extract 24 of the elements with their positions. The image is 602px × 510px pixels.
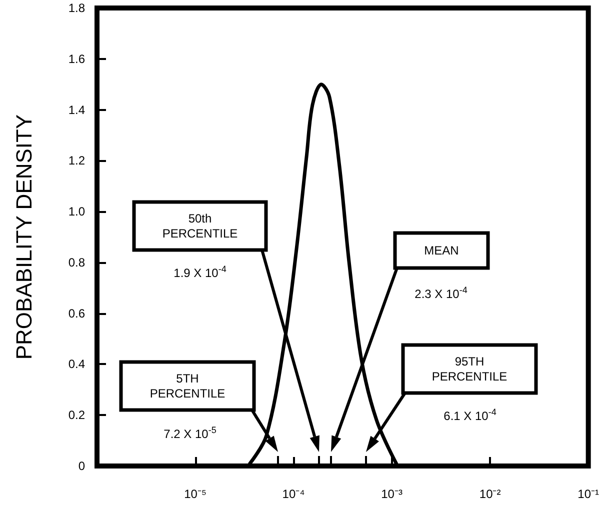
- y-tick-label: 1.2: [68, 154, 86, 168]
- annotation: 50th PERCENTILE: [162, 212, 238, 240]
- y-axis-title: PROBABILITY DENSITY: [12, 114, 36, 360]
- x-tick-label: 10⁻⁵: [184, 487, 206, 501]
- y-tick-label: 1.0: [68, 204, 86, 219]
- y-tick-label: 1.8: [68, 1, 86, 15]
- y-tick-label: 1.6: [68, 52, 86, 66]
- annotation: 2.3 X 10$^{-4}$: [414, 285, 468, 301]
- annotation: MEAN: [424, 244, 459, 258]
- annotation: 95TH PERCENTILE: [432, 354, 508, 384]
- y-tick-label: 0.4: [68, 357, 86, 372]
- y-tick-label: 0.2: [68, 408, 86, 422]
- x-tick-label: 10⁻³: [381, 487, 402, 501]
- y-tick-label: 1.4: [68, 102, 86, 117]
- x-tick-label: 10⁻¹: [578, 487, 600, 501]
- y-tick-label: 0.6: [68, 306, 86, 320]
- annotation: 1.9 X 10$^{-4}$: [174, 264, 226, 280]
- annotation: 7.2 X 10$^{-5}$: [164, 425, 216, 441]
- annotation: 6.1 X 10$^{-4}$: [444, 407, 496, 423]
- x-tick-label: 10⁻⁴: [282, 487, 305, 501]
- y-tick-label: 0: [78, 459, 86, 473]
- annotation: 5TH PERCENTILE: [150, 372, 226, 400]
- x-tick-label: 10⁻²: [479, 487, 501, 501]
- y-tick-label: 0.8: [68, 255, 86, 270]
